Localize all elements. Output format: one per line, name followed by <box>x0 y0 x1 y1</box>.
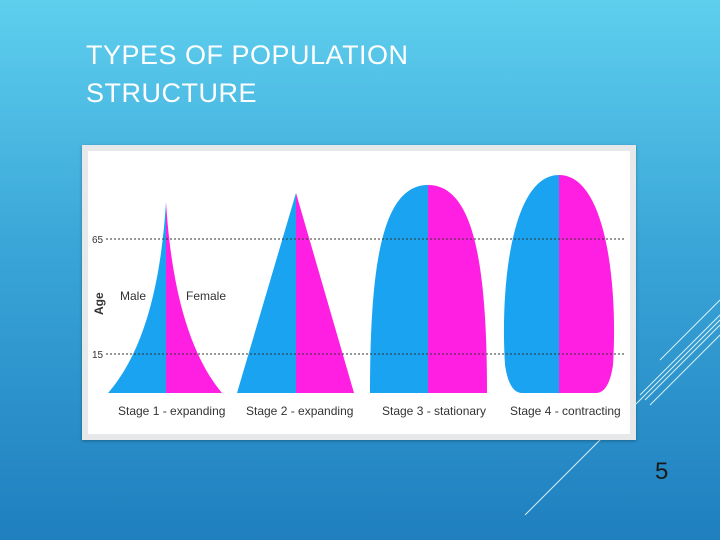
title-line-2: STRUCTURE <box>86 78 257 108</box>
stage-4-female-shape <box>559 175 615 393</box>
stage-3-pyramid <box>370 185 487 393</box>
age-65-label: 65 <box>92 235 104 246</box>
page-number: 5 <box>655 458 669 485</box>
stage-3-label: Stage 3 - stationary <box>382 404 486 418</box>
title-line-1: TYPES OF POPULATION <box>86 40 409 70</box>
stage-4-pyramid <box>503 175 615 393</box>
male-label: Male <box>120 289 146 303</box>
stage-1-pyramid <box>108 202 222 393</box>
slide-title: TYPES OF POPULATION STRUCTURE <box>86 36 546 112</box>
female-label: Female <box>186 289 226 303</box>
population-pyramids-figure: 65 15 Age Male Female Stage 1 - expandin… <box>82 145 636 440</box>
stage-4-male-shape <box>503 175 559 393</box>
stage-1-male-shape <box>108 202 166 393</box>
pyramids-diagram: 65 15 Age Male Female Stage 1 - expandin… <box>88 151 630 434</box>
stage-2-label: Stage 2 - expanding <box>246 404 353 418</box>
stage-1-female-shape <box>166 202 222 393</box>
stage-3-female-shape <box>428 185 487 393</box>
y-axis-label: Age <box>92 292 106 315</box>
age-15-label: 15 <box>92 350 104 361</box>
stage-3-male-shape <box>370 185 428 393</box>
stage-2-pyramid <box>237 193 354 393</box>
stage-4-label: Stage 4 - contracting <box>510 404 621 418</box>
stage-2-male-shape <box>237 193 296 393</box>
stage-1-label: Stage 1 - expanding <box>118 404 225 418</box>
stage-2-female-shape <box>296 193 354 393</box>
